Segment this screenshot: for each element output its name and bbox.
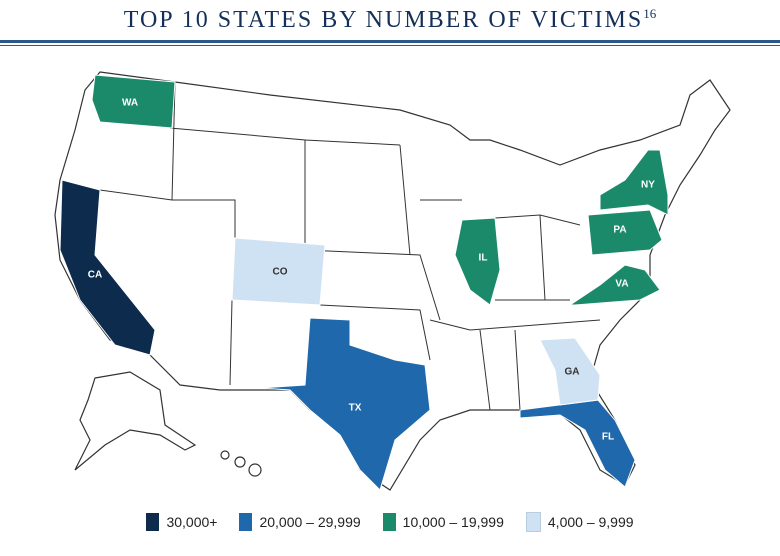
legend-item: 10,000 – 19,999: [382, 512, 504, 532]
highlighted-states: CA TX FL WA IL NY PA VA CO GA: [59, 74, 669, 491]
state: [599, 149, 669, 216]
legend-swatch: [146, 513, 160, 531]
state-label: IL: [479, 253, 488, 264]
state-label: PA: [613, 225, 626, 236]
hawaii: [248, 463, 262, 477]
legend-swatch: [525, 512, 541, 532]
state-borders: [99, 81, 601, 411]
state: [59, 179, 156, 356]
legend-label: 10,000 – 19,999: [402, 514, 504, 530]
state: [454, 217, 501, 306]
state: [259, 317, 431, 491]
state-label: GA: [565, 367, 580, 378]
legend-item: 30,000+: [146, 512, 217, 532]
state: [231, 237, 326, 306]
legend-label: 20,000 – 29,999: [259, 514, 361, 530]
state: [587, 209, 663, 256]
state-label: CO: [273, 267, 288, 278]
legend-item: 20,000 – 29,999: [239, 512, 361, 532]
state-label: TX: [349, 403, 362, 414]
legend: 30,000+ 20,000 – 29,999 10,000 – 19,999 4,0…: [0, 512, 780, 532]
legend-label: 4,000 – 9,999: [547, 514, 634, 530]
alaska: [74, 371, 197, 471]
state: [91, 74, 176, 129]
legend-swatch: [239, 513, 253, 531]
state-label: NY: [641, 180, 655, 191]
legend-item: 4,000 – 9,999: [525, 512, 634, 532]
title-text: TOP 10 STATES BY NUMBER OF VICTIMS: [123, 7, 644, 33]
state: [519, 399, 636, 488]
hawaii: [220, 450, 230, 460]
legend-label: 30,000+: [166, 514, 218, 530]
hawaii: [234, 456, 246, 468]
state-label: WA: [122, 98, 138, 109]
us-map: CA TX FL WA IL NY PA VA CO GA: [54, 71, 731, 491]
rule: [0, 40, 780, 43]
state: [568, 264, 661, 306]
state: [539, 337, 601, 406]
rule: [0, 45, 780, 46]
state-label: CA: [88, 270, 102, 281]
state-label: VA: [615, 279, 628, 290]
legend-swatch: [382, 513, 396, 531]
title: TOP 10 STATES BY NUMBER OF VICTIMS16: [0, 6, 780, 34]
state-label: FL: [602, 432, 614, 443]
footnote-ref: 16: [643, 6, 657, 21]
